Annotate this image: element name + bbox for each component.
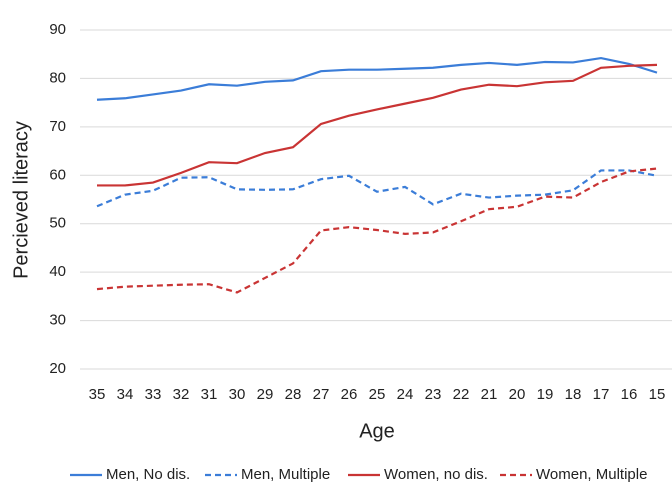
- y-tick-label: 70: [49, 118, 66, 135]
- x-tick-label: 21: [481, 386, 498, 403]
- legend-label: Women, Multiple: [536, 466, 647, 483]
- x-tick-label: 26: [341, 386, 358, 403]
- y-tick-label: 30: [49, 312, 66, 329]
- legend-label: Women, no dis.: [384, 466, 488, 483]
- y-tick-label: 60: [49, 166, 66, 183]
- x-tick-label: 34: [117, 386, 134, 403]
- y-tick-label: 40: [49, 263, 66, 280]
- legend-label: Men, Multiple: [241, 466, 330, 483]
- x-tick-label: 22: [453, 386, 470, 403]
- series-line: [97, 63, 658, 187]
- x-tick-label: 30: [229, 386, 246, 403]
- x-tick-label: 31: [201, 386, 218, 403]
- y-tick-label: 20: [49, 360, 66, 377]
- x-tick-label: 24: [397, 386, 414, 403]
- y-tick-label: 90: [49, 21, 66, 38]
- y-axis-title: Percieved literacy: [10, 121, 32, 279]
- x-tick-label: 32: [173, 386, 190, 403]
- series-line: [96, 167, 658, 294]
- x-tick-label: 28: [285, 386, 302, 403]
- x-tick-label: 25: [369, 386, 386, 403]
- y-tick-label: 80: [49, 69, 66, 86]
- series-line: [96, 169, 658, 208]
- x-tick-label: 27: [313, 386, 330, 403]
- x-tick-label: 33: [145, 386, 162, 403]
- y-tick-label: 50: [49, 215, 66, 232]
- x-tick-label: 29: [257, 386, 274, 403]
- x-tick-label: 19: [537, 386, 554, 403]
- x-tick-label: 35: [89, 386, 106, 403]
- x-tick-label: 20: [509, 386, 526, 403]
- x-tick-label: 15: [649, 386, 666, 403]
- x-tick-label: 17: [593, 386, 610, 403]
- x-tick-label: 18: [565, 386, 582, 403]
- series-line: [96, 56, 658, 101]
- x-tick-label: 16: [621, 386, 638, 403]
- x-axis-title: Age: [359, 420, 395, 442]
- x-tick-label: 23: [425, 386, 442, 403]
- legend-label: Men, No dis.: [106, 466, 190, 483]
